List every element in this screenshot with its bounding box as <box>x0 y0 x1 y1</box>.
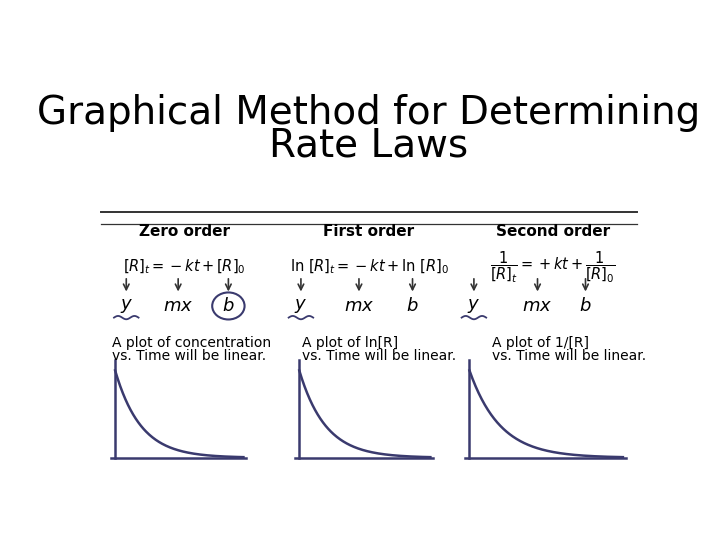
Text: A plot of ln[R]: A plot of ln[R] <box>302 336 398 350</box>
Text: vs. Time will be linear.: vs. Time will be linear. <box>112 349 266 363</box>
Text: A plot of 1/[R]: A plot of 1/[R] <box>492 336 589 350</box>
Text: Second order: Second order <box>496 224 611 239</box>
Text: $y$: $y$ <box>120 297 133 315</box>
Text: $b$: $b$ <box>222 297 235 315</box>
Text: $mx$: $mx$ <box>343 297 374 315</box>
Text: A plot of concentration: A plot of concentration <box>112 336 271 350</box>
Text: $y$: $y$ <box>294 297 307 315</box>
Text: Zero order: Zero order <box>140 224 230 239</box>
Text: $[R]_t = -kt + [R]_0$: $[R]_t = -kt + [R]_0$ <box>124 257 246 275</box>
Text: Rate Laws: Rate Laws <box>269 127 469 165</box>
Text: $b$: $b$ <box>406 297 419 315</box>
Text: $b$: $b$ <box>579 297 592 315</box>
Text: $\dfrac{1}{[R]_t} = +kt + \dfrac{1}{[R]_0}$: $\dfrac{1}{[R]_t} = +kt + \dfrac{1}{[R]_… <box>490 249 616 284</box>
Text: $mx$: $mx$ <box>522 297 553 315</box>
Text: vs. Time will be linear.: vs. Time will be linear. <box>492 349 646 363</box>
Text: $mx$: $mx$ <box>163 297 194 315</box>
Text: Graphical Method for Determining: Graphical Method for Determining <box>37 93 701 132</box>
Text: First order: First order <box>323 224 415 239</box>
Text: vs. Time will be linear.: vs. Time will be linear. <box>302 349 456 363</box>
Text: $\ln\,[R]_t = -kt + \ln\,[R]_0$: $\ln\,[R]_t = -kt + \ln\,[R]_0$ <box>289 257 449 275</box>
Text: $y$: $y$ <box>467 297 480 315</box>
